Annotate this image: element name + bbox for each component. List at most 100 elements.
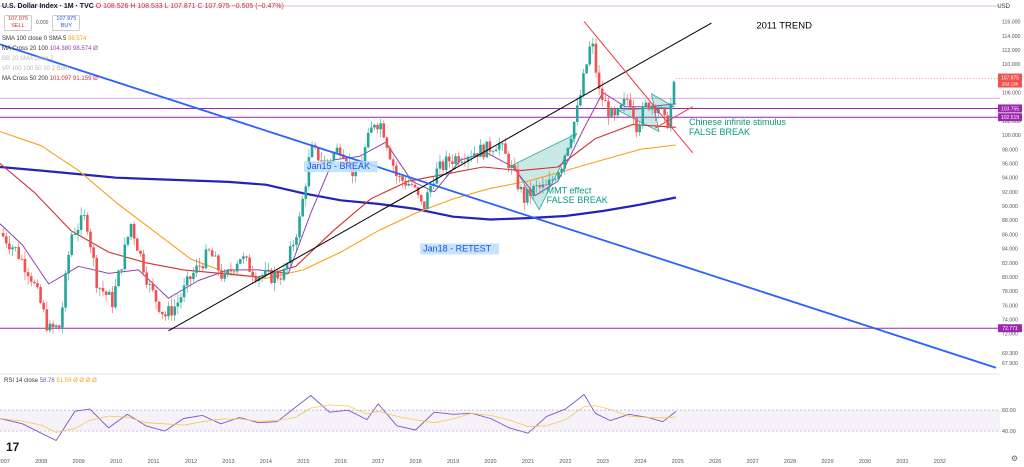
candle-body	[560, 168, 563, 173]
candle-body	[538, 185, 542, 188]
candle-body	[466, 156, 470, 162]
y-tick-label: 92.000	[1002, 190, 1018, 196]
buy-button[interactable]: 107.975 BUY	[52, 15, 81, 31]
price-level-label: 102.519	[1001, 115, 1019, 121]
rsi-tick-label: 40.00	[1002, 429, 1016, 435]
candle-body	[179, 297, 183, 303]
rsi-legend[interactable]: RSI 14 close 58.76 51.59 Ø Ø Ø Ø	[4, 378, 97, 384]
candle-body	[92, 247, 95, 258]
rsi-extra: 51.59 Ø Ø Ø Ø	[56, 378, 97, 384]
candle-body	[504, 143, 507, 154]
candle-body	[641, 106, 645, 125]
candle-body	[26, 272, 30, 277]
candle-body	[647, 102, 651, 110]
candle-body	[282, 269, 286, 280]
candle-body	[14, 247, 17, 248]
annotation-label: Chinese infinite stimulus	[689, 117, 787, 127]
candle-body	[42, 302, 45, 310]
currency-label[interactable]: USD	[997, 4, 1010, 10]
candle-body	[173, 306, 177, 316]
candle-body	[82, 215, 86, 216]
candle-body	[192, 272, 195, 280]
settings-gear-icon[interactable]: ⚙	[1010, 454, 1018, 463]
candle-body	[142, 253, 145, 273]
candle-body	[61, 307, 64, 328]
candle-body	[557, 172, 560, 180]
candle-body	[98, 287, 102, 289]
candle-body	[423, 201, 426, 210]
candle-body	[229, 270, 233, 272]
indicator-value: 104.380 98.574 Ø	[49, 46, 98, 52]
candle-body	[563, 155, 567, 169]
candle-body	[235, 263, 239, 272]
candle-body	[460, 161, 464, 163]
annotation-label: FALSE BREAK	[547, 195, 608, 205]
candle-body	[48, 323, 52, 331]
candle-body	[270, 269, 273, 283]
candle-body	[666, 115, 670, 129]
annotation-box	[304, 161, 378, 173]
candle-body	[441, 161, 445, 171]
candle-body	[67, 254, 70, 274]
y-tick-label: 84.000	[1002, 247, 1018, 253]
indicator-row[interactable]: SMA 100 close 0 SMA 5 98.574	[2, 34, 284, 44]
indicator-row[interactable]: MA Cross 20 100 104.380 98.574 Ø	[2, 44, 284, 54]
x-tick-label: 2015	[297, 459, 309, 465]
order-buttons: 107.975 SELL 0.000 107.975 BUY	[4, 15, 81, 31]
candle-body	[410, 183, 414, 185]
rsi-band	[0, 410, 1000, 432]
x-tick-label: 2027	[746, 459, 758, 465]
candle-body	[207, 249, 211, 251]
candle-body	[610, 108, 613, 117]
candle-body	[513, 165, 517, 170]
candle-body	[398, 176, 401, 177]
candle-body	[426, 192, 429, 210]
candle-body	[182, 285, 186, 298]
candle-body	[572, 121, 576, 139]
candle-body	[401, 176, 404, 181]
symbol-title[interactable]: U.S. Dollar Index · 1M · TVC O 108.526 H…	[2, 2, 284, 12]
candle-body	[629, 99, 632, 108]
candle-body	[139, 250, 142, 254]
x-tick-label: 2013	[222, 459, 234, 465]
candle-body	[107, 291, 111, 295]
candle-body	[51, 323, 55, 328]
candle-body	[535, 185, 538, 187]
candle-body	[663, 107, 666, 116]
y-tick-label: 116.000	[1002, 20, 1020, 26]
y-tick-label: 74.000	[1002, 318, 1018, 324]
candle-body	[204, 249, 208, 269]
tradingview-logo-icon[interactable]: 17	[6, 440, 20, 454]
y-tick-label: 82.000	[1002, 261, 1018, 267]
candle-body	[429, 185, 432, 193]
candle-body	[363, 147, 367, 162]
candle-body	[597, 72, 601, 89]
candle-body	[160, 311, 164, 315]
indicator-row[interactable]: BB 20 SMA close 2	[2, 54, 284, 64]
candle-body	[376, 124, 379, 130]
candle-body	[304, 186, 308, 199]
y-tick-label: 86.000	[1002, 232, 1018, 238]
candle-body	[516, 169, 520, 190]
y-tick-label: 94.000	[1002, 176, 1018, 182]
sell-button[interactable]: 107.975 SELL	[4, 15, 32, 31]
indicator-row[interactable]: VP 100 100 50 30 2 Both	[2, 64, 284, 74]
candle-body	[226, 270, 230, 275]
candle-body	[635, 118, 638, 133]
indicator-row[interactable]: MA Cross 50 200 101.097 91.159 Ø	[2, 74, 284, 84]
candle-body	[111, 291, 114, 308]
candle-body	[591, 43, 595, 47]
price-level-label: 72.771	[1002, 326, 1018, 332]
x-tick-label: 2024	[634, 459, 646, 465]
candle-body	[198, 265, 201, 267]
candle-body	[638, 124, 641, 133]
candle-body	[469, 156, 473, 158]
candle-body	[385, 137, 389, 148]
candle-body	[260, 275, 264, 277]
price-level-label: 103.755	[1001, 106, 1019, 112]
x-tick-label: 2008	[35, 459, 47, 465]
candle-body	[145, 272, 148, 285]
candle-body	[292, 244, 295, 247]
